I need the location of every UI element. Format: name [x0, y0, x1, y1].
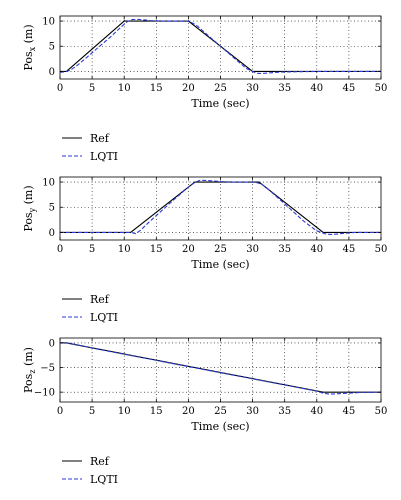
x-tick-label: 0 — [57, 83, 63, 94]
x-axis-label: Time (sec) — [191, 97, 249, 110]
x-tick-label: 50 — [375, 406, 388, 417]
x-tick-label: 30 — [246, 406, 259, 417]
x-tick-label: 40 — [310, 244, 323, 255]
y-axis-label-unit: (m) — [22, 185, 35, 208]
legend-label-ref: Ref — [90, 132, 110, 145]
x-tick-label: 5 — [89, 244, 95, 255]
y-axis-label: Posz (m) — [22, 347, 37, 393]
y-axis-label-sub: z — [28, 370, 37, 374]
y-axis-label: Posy (m) — [22, 185, 37, 231]
x-axis-label: Time (sec) — [191, 258, 249, 271]
y-axis-label-unit: (m) — [22, 24, 35, 47]
legend: Ref LQTI — [62, 455, 118, 486]
x-tick-label: 0 — [57, 244, 63, 255]
x-tick-label: 15 — [150, 83, 163, 94]
y-tick-label: 5 — [49, 42, 55, 53]
y-axis-label-sub: y — [28, 207, 37, 213]
y-axis-label-main: Pos — [22, 212, 35, 232]
chart-panel-1: 0 5 10 15 20 25 30 35 40 45 50 0 5 10 Time (sec) Posx (… — [22, 15, 388, 163]
y-tick-label: 10 — [42, 17, 55, 28]
x-tick-label: 45 — [343, 83, 356, 94]
series-line-lqti — [59, 18, 381, 75]
legend-label-lqti: LQTI — [90, 150, 118, 163]
y-axis-label-sub: x — [28, 46, 37, 51]
x-tick-label: 30 — [246, 83, 259, 94]
legend-label-lqti: LQTI — [90, 311, 118, 324]
y-axis-label-main: Pos — [22, 373, 35, 393]
y-tick-label: −10 — [34, 388, 55, 399]
legend: Ref LQTI — [62, 132, 118, 163]
series-line-lqti — [60, 342, 382, 395]
legend: Ref LQTI — [62, 293, 118, 324]
x-axis-label: Time (sec) — [191, 420, 249, 433]
x-tick-label: 25 — [214, 83, 227, 94]
legend-label-ref: Ref — [90, 455, 110, 468]
x-tick-label: 35 — [278, 244, 291, 255]
x-tick-label: 40 — [310, 406, 323, 417]
y-tick-label: 10 — [42, 178, 55, 189]
y-axis-label: Posx (m) — [22, 24, 37, 70]
x-tick-label: 10 — [118, 244, 131, 255]
x-tick-label: 5 — [89, 406, 95, 417]
x-tick-label: 0 — [57, 406, 63, 417]
y-tick-label: 0 — [49, 228, 55, 239]
x-tick-label: 45 — [343, 244, 356, 255]
x-tick-label: 30 — [246, 244, 259, 255]
x-tick-label: 40 — [310, 83, 323, 94]
x-tick-label: 20 — [182, 406, 195, 417]
y-tick-label: 0 — [49, 338, 55, 349]
y-axis-label-main: Pos — [22, 51, 35, 71]
x-tick-label: 50 — [375, 83, 388, 94]
chart-panel-3: 0 5 10 15 20 25 30 35 40 45 50 0 −5 −10 Time (sec) Posz… — [22, 337, 388, 486]
x-tick-label: 45 — [343, 406, 356, 417]
x-tick-label: 20 — [182, 244, 195, 255]
x-tick-label: 35 — [278, 83, 291, 94]
y-axis-label-unit: (m) — [22, 347, 35, 370]
y-tick-label: 0 — [49, 67, 55, 78]
y-tick-label: −5 — [40, 363, 55, 374]
x-tick-label: 15 — [150, 244, 163, 255]
x-tick-label: 5 — [89, 83, 95, 94]
x-tick-label: 10 — [118, 83, 131, 94]
x-tick-label: 50 — [375, 244, 388, 255]
x-tick-label: 35 — [278, 406, 291, 417]
x-tick-label: 20 — [182, 83, 195, 94]
x-tick-label: 25 — [214, 244, 227, 255]
legend-label-ref: Ref — [90, 293, 110, 306]
x-tick-label: 25 — [214, 406, 227, 417]
series-line-lqti — [60, 179, 381, 236]
x-tick-label: 15 — [150, 406, 163, 417]
x-tick-label: 10 — [118, 406, 131, 417]
legend-label-lqti: LQTI — [90, 473, 118, 486]
y-tick-label: 5 — [49, 203, 55, 214]
chart-panel-2: 0 5 10 15 20 25 30 35 40 45 50 0 5 10 Time (sec) Posy (… — [22, 176, 388, 324]
